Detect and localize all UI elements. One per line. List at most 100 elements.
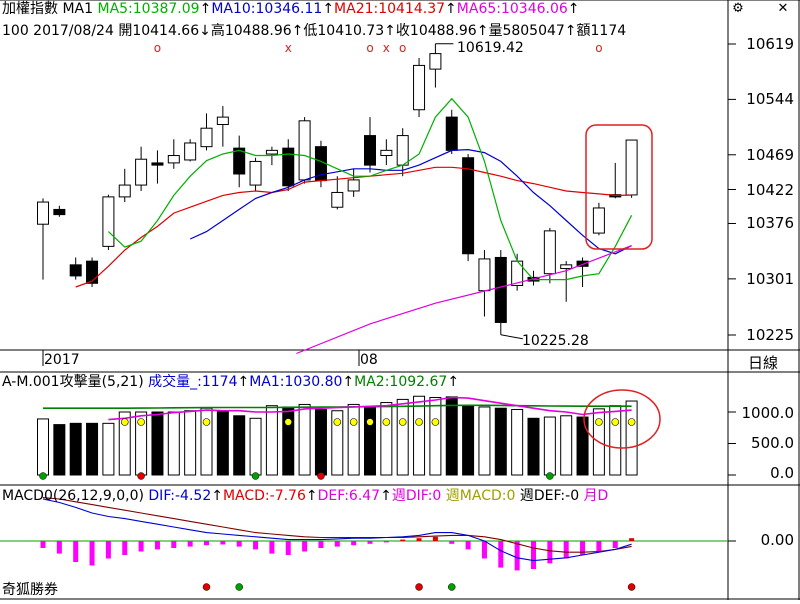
index-name: 加權指數 <box>2 1 58 17</box>
highlight-box-price <box>585 124 653 250</box>
macd-bar-negative <box>318 541 324 548</box>
price-tick-label: 10544 <box>746 90 794 109</box>
candle-bearish <box>494 256 507 323</box>
macd-bar-positive <box>400 539 406 541</box>
volume-bar-bearish <box>216 410 229 476</box>
macd-tick-zero: 0.00 <box>760 531 794 549</box>
macd-bar-negative <box>367 541 373 544</box>
volume-bar-bullish <box>609 405 622 476</box>
volume-bar-bullish <box>167 411 180 476</box>
candle-bullish <box>184 142 197 161</box>
candle-bearish <box>364 135 376 166</box>
candle-bullish <box>478 258 491 292</box>
volume-bar-bullish <box>298 403 311 476</box>
candle-bullish <box>331 191 344 208</box>
volume-bar-bearish <box>69 422 82 476</box>
macd-def-arrow: ↑ <box>380 488 392 504</box>
macd-bar-negative <box>154 541 160 550</box>
macd-bar-negative <box>236 541 242 547</box>
low-leader-line <box>500 334 523 340</box>
macd-bar-negative <box>580 541 586 555</box>
volume-bar-bearish <box>527 417 540 476</box>
volume-signal-dot <box>349 418 358 426</box>
macd-dif-label: DIF:-4.52 <box>148 488 212 504</box>
volume-bar-bullish <box>118 411 131 476</box>
candle-bullish <box>118 184 131 198</box>
candle-bullish <box>135 158 148 186</box>
macd-bar-negative <box>302 541 308 552</box>
close-icon[interactable]: ✕ <box>777 1 789 16</box>
volume-signal-dot <box>202 418 211 426</box>
year-label: 2017 <box>44 352 80 368</box>
period-label: MA1 <box>62 1 94 17</box>
candle-bearish <box>576 260 589 267</box>
ma10-line <box>189 148 632 255</box>
volume-signal-dot <box>398 418 407 426</box>
macd-bar-negative <box>285 541 291 555</box>
ma21-label: MA21:10414.37 <box>334 1 446 17</box>
macd-def-label: DEF:6.47 <box>317 488 381 504</box>
candle-bullish <box>216 116 229 126</box>
volume-ma1-arrow: ↑ <box>342 374 355 390</box>
macd-bar-negative <box>547 541 553 564</box>
settings-icon[interactable]: ⚙ <box>732 1 744 16</box>
candle-bearish <box>151 162 164 166</box>
week-macd-label: 週MACD:0 <box>445 488 516 504</box>
candle-bullish <box>37 201 49 225</box>
volume-ma2-arrow: ↑ <box>447 374 460 390</box>
period-selector[interactable]: 日線 <box>748 354 779 372</box>
price-tick-label: 10376 <box>746 214 794 233</box>
volume-bottom-signal <box>39 472 47 480</box>
ma5-arrow: ↑ <box>199 1 212 17</box>
high-annotation: 10619.42 <box>457 40 524 56</box>
candle-bearish <box>86 260 99 284</box>
volume-bar-bullish <box>249 417 262 476</box>
macd-bar-negative <box>187 541 193 547</box>
volume-signal-dot <box>431 418 440 426</box>
volume-signal-dot <box>611 418 620 426</box>
highlight-ellipse-volume <box>583 389 661 449</box>
week-dif-label: 週DIF:0 <box>391 488 442 504</box>
header-line-2: 100 2017/08/24 開10414.66↓高10488.96↑低1041… <box>2 23 627 39</box>
volume-tick-500: 500.0 <box>751 434 794 452</box>
price-tick-label: 10225 <box>746 326 794 344</box>
macd-bar-negative <box>73 541 79 562</box>
volume-bar-bearish <box>462 405 475 476</box>
volume-header: A-M.001攻擊量(5,21) 成交量_:1174↑MA1:1030.80↑M… <box>2 374 459 390</box>
macd-dea-line <box>42 497 632 553</box>
ma10-arrow: ↑ <box>322 1 335 17</box>
volume-bottom-signal <box>546 472 554 480</box>
macd-bar-negative <box>481 541 487 559</box>
signal-marker: x <box>285 41 292 55</box>
candle-bullish <box>413 64 426 111</box>
candle-bullish <box>560 264 573 270</box>
volume-bar-bearish <box>282 406 295 476</box>
macd-bar-negative <box>351 541 357 546</box>
macd-bottom-signal <box>415 583 423 591</box>
signal-marker: o <box>399 41 406 55</box>
candle-bearish <box>462 157 475 255</box>
month-label: 08 <box>360 352 378 368</box>
candle-bullish <box>298 120 311 181</box>
macd-bar-negative <box>514 541 520 571</box>
ma65-arrow: ↑ <box>567 1 580 17</box>
brand-label: 奇狐勝券 <box>2 582 58 598</box>
volume-bar-bullish <box>478 406 491 476</box>
signal-marker: o <box>595 41 602 55</box>
candle-bullish <box>429 53 442 70</box>
candle-bullish <box>200 127 213 148</box>
macd-bar-negative <box>122 541 128 555</box>
volume-bottom-signal <box>251 472 260 480</box>
volume-bar-bullish <box>543 416 556 476</box>
volume-signal-dot <box>137 418 145 426</box>
macd-bar-negative <box>105 541 111 559</box>
volume-bar-bullish <box>396 398 409 476</box>
volume-bottom-signal <box>317 472 325 480</box>
volume-signal-dot <box>366 418 374 426</box>
volume-bar-bullish <box>102 422 115 476</box>
macd-bar-negative <box>498 541 504 568</box>
signal-marker: o <box>366 41 373 55</box>
